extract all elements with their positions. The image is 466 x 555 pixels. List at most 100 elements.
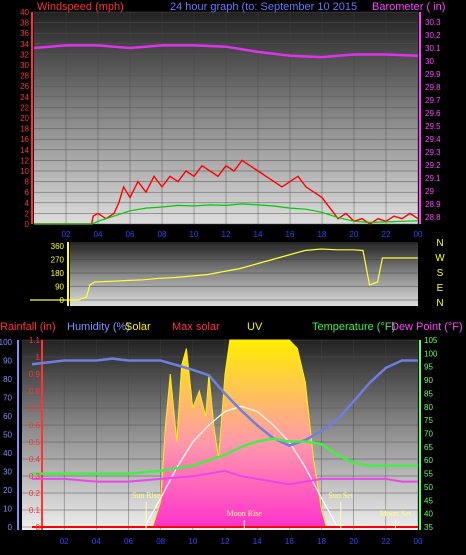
wind-tick-label: 20 [20,114,29,123]
temperature-tick-label: 100 [424,349,438,358]
temperature-tick-label: 35 [424,523,433,532]
wind-tick-label: 18 [20,125,29,134]
rainfall-tick-label: 0.4 [29,455,41,464]
barometer-tick-label: 29.7 [425,96,441,105]
barometer-axis-label: Barometer ( in) [372,1,445,13]
humidity-line [31,357,418,447]
rainfall-tick-label: 0.6 [29,421,41,430]
compass-label: N [436,238,443,249]
wind-x-tick-label: 02 [62,230,71,239]
temperature-tick-label: 70 [424,430,433,439]
wind-tick-label: 40 [20,8,29,17]
temperature-tick-label: 55 [424,470,433,479]
event-label: Moon Rise [227,509,263,518]
solar-x-tick-label: 16 [285,537,294,546]
compass-label: E [437,283,444,294]
barometer-tick-label: 28.9 [425,200,441,209]
humidity-tick-label: 100 [0,338,13,347]
rainfall-axis-label: Rainfall (in) [0,321,56,333]
wind-x-tick-label: 14 [254,230,263,239]
solar-x-tick-label: 22 [381,537,390,546]
rainfall-tick-label: 0.2 [29,489,41,498]
direction-tick-label: 180 [51,269,65,278]
wind-tick-label: 12 [20,156,29,165]
event-label: Sun Set [328,491,353,500]
wind-x-tick-label: 22 [382,230,391,239]
rainfall-tick-label: 0 [36,523,41,532]
barometer-tick-label: 30.3 [425,18,441,27]
barometer-tick-label: 29 [425,187,434,196]
wind-x-tick-label: 18 [318,230,327,239]
rainfall-tick-label: 0.9 [29,370,41,379]
barometer-tick-label: 29.2 [425,161,441,170]
wind-tick-label: 36 [20,29,29,38]
temperature-tick-label: 45 [424,496,433,505]
barometer-tick-label: 29.1 [425,174,441,183]
humidity-tick-label: 30 [3,468,12,477]
solar-x-tick-label: 18 [317,537,326,546]
barometer-tick-label: 29.9 [425,70,441,79]
wind-tick-label: 28 [20,72,29,81]
wind-tick-label: 34 [20,40,29,49]
wind-tick-label: 8 [25,178,30,187]
compass-label: W [435,253,445,264]
wind-x-tick-label: 00 [414,230,423,239]
wind-tick-label: 24 [20,93,29,102]
temperature-tick-label: 85 [424,389,433,398]
solar-x-tick-label: 20 [349,537,358,546]
temperature-tick-label: 105 [424,336,438,345]
barometer-tick-label: 29.3 [425,148,441,157]
wind-tick-label: 10 [20,167,29,176]
humidity-tick-label: 10 [3,505,12,514]
wind-tick-label: 38 [20,19,29,28]
rainfall-tick-label: 1 [36,353,41,362]
barometer-tick-label: 30.1 [425,44,441,53]
rainfall-tick-label: 0.8 [29,387,41,396]
temperature-tick-label: 80 [424,403,433,412]
barometer-tick-label: 30.2 [425,31,441,40]
rainfall-tick-label: 0.1 [29,506,41,515]
max-solar-legend: Max solar [172,321,220,333]
rainfall-tick-label: 0.3 [29,472,41,481]
barometer-tick-label: 30 [425,57,434,66]
barometer-tick-label: 29.6 [425,109,441,118]
compass-label: S [437,268,444,279]
solar-area [151,339,327,528]
temperature-tick-label: 90 [424,376,433,385]
humidity-tick-label: 60 [3,412,12,421]
compass-label: N [436,298,443,309]
solar-x-tick-label: 04 [92,537,101,546]
solar-x-tick-label: 00 [414,537,423,546]
direction-tick-label: 270 [51,256,65,265]
temperature-tick-label: 40 [424,510,433,519]
event-label: Sun Rise [132,491,161,500]
temperature-line [32,437,418,475]
rainfall-tick-label: 0.7 [29,404,41,413]
windspeed-axis-label: Windspeed (mph) [37,1,124,13]
humidity-tick-label: 70 [3,394,12,403]
wind-x-tick-label: 12 [222,230,231,239]
barometer-tick-label: 29.4 [425,135,441,144]
wind-tick-label: 6 [25,188,30,197]
solar-x-tick-label: 08 [156,537,165,546]
wind-tick-label: 22 [20,103,29,112]
humidity-tick-label: 20 [3,486,12,495]
wind-tick-label: 26 [20,82,29,91]
solar-x-tick-label: 02 [60,537,69,546]
rainfall-tick-label: 1.1 [29,336,41,345]
solar-x-tick-label: 06 [124,537,133,546]
wind-tick-label: 2 [25,209,30,218]
direction-tick-label: 0 [60,296,65,305]
wind-x-tick-label: 16 [286,230,295,239]
wind-x-tick-label: 20 [350,230,359,239]
temperature-axis-label: Temperature (°F) [312,321,395,333]
humidity-tick-label: 90 [3,357,12,366]
wind-tick-label: 32 [20,50,29,59]
temperature-tick-label: 50 [424,483,433,492]
wind-average-line [34,203,419,225]
dew-point-line [32,469,418,486]
solar-x-tick-label: 10 [188,537,197,546]
barometer-tick-label: 28.8 [425,213,441,222]
